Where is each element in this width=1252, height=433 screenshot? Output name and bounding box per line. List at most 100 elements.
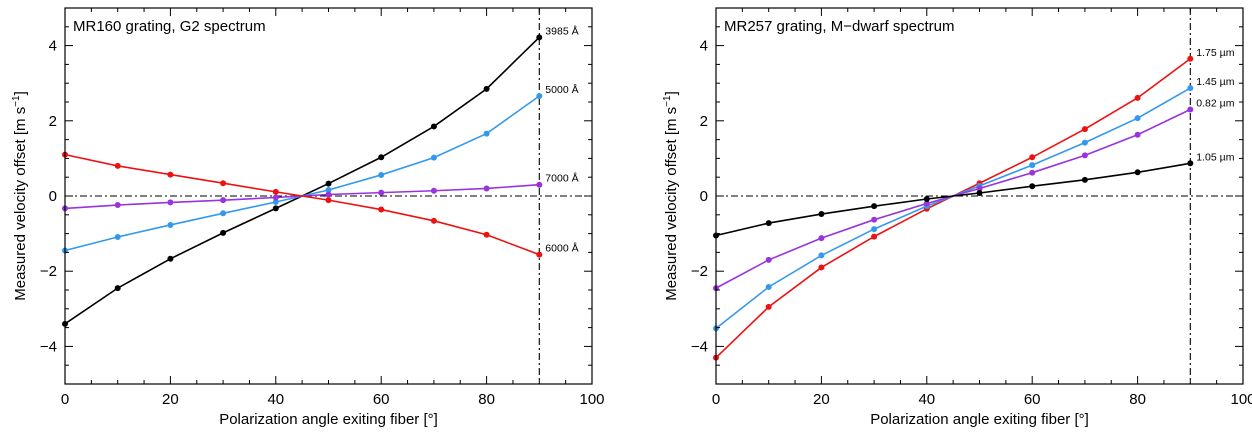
y-tick-label: −2 <box>691 263 708 280</box>
data-point-s2-2 <box>167 199 174 206</box>
x-tick-label: 100 <box>579 391 604 408</box>
series-label-2: 7000 Å <box>545 172 578 185</box>
x-tick-label: 0 <box>712 391 720 408</box>
data-point-s2-6 <box>378 189 385 196</box>
data-point-s0-3 <box>220 229 227 236</box>
data-point-s1-8 <box>483 130 490 137</box>
data-point-s3-7 <box>430 217 437 224</box>
data-point-s1-4 <box>272 199 279 206</box>
x-tick-label: 20 <box>162 391 179 408</box>
data-point-s3-5 <box>325 197 332 204</box>
data-point-s1-9 <box>1187 85 1194 92</box>
x-tick-label: 40 <box>267 391 284 408</box>
data-point-s2-5 <box>976 185 983 192</box>
data-point-s3-1 <box>114 162 121 169</box>
data-point-s2-4 <box>923 200 930 207</box>
data-point-s2-7 <box>430 187 437 194</box>
data-point-s1-1 <box>114 233 121 240</box>
series-label-0: 3985 Å <box>545 24 578 37</box>
data-point-s3-8 <box>483 231 490 238</box>
panel-title: MR160 grating, G2 spectrum <box>73 18 266 35</box>
data-point-s1-8 <box>1134 115 1141 122</box>
panel-title: MR257 grating, M−dwarf spectrum <box>724 18 955 35</box>
series-line-3 <box>715 162 1191 237</box>
y-tick-label: −2 <box>40 263 57 280</box>
data-point-s1-1 <box>765 283 772 290</box>
data-point-s2-8 <box>483 185 490 192</box>
data-point-s2-2 <box>818 235 825 242</box>
data-point-s3-2 <box>167 171 174 178</box>
data-point-s3-3 <box>871 203 878 210</box>
data-point-s0-9 <box>1187 55 1194 62</box>
y-tick-label: 2 <box>49 113 57 130</box>
x-tick-label: 60 <box>1024 391 1041 408</box>
x-tick-label: 100 <box>1230 391 1252 408</box>
data-point-s3-9 <box>1187 160 1194 167</box>
data-point-s1-9 <box>536 92 543 99</box>
data-point-s0-1 <box>765 303 772 310</box>
data-point-s0-9 <box>536 34 543 41</box>
y-tick-label: 0 <box>700 188 708 205</box>
data-point-s0-3 <box>871 233 878 240</box>
data-point-s3-9 <box>536 251 543 258</box>
data-point-s3-8 <box>1134 169 1141 176</box>
data-point-s0-6 <box>1029 154 1036 161</box>
series-label-2: 0.82 µm <box>1196 98 1234 110</box>
data-point-s2-5 <box>325 191 332 198</box>
data-point-s2-3 <box>220 197 227 204</box>
data-point-s2-7 <box>1081 152 1088 159</box>
data-point-s3-6 <box>378 206 385 213</box>
y-tick-label: 4 <box>49 38 57 55</box>
y-tick-label: 0 <box>49 188 57 205</box>
data-point-s3-5 <box>976 189 983 196</box>
data-point-s0-8 <box>1134 94 1141 101</box>
y-tick-label: −4 <box>40 338 57 355</box>
x-tick-label: 20 <box>813 391 830 408</box>
data-point-s0-2 <box>167 255 174 262</box>
data-point-s1-7 <box>430 154 437 161</box>
data-point-s2-6 <box>1029 169 1036 176</box>
data-point-s1-5 <box>325 186 332 193</box>
data-point-s3-2 <box>818 211 825 218</box>
x-tick-label: 0 <box>61 391 69 408</box>
series-label-1: 5000 Å <box>545 83 578 96</box>
data-point-s1-3 <box>220 210 227 217</box>
data-point-s2-4 <box>272 194 279 201</box>
data-point-s1-2 <box>818 252 825 259</box>
x-tick-label: 40 <box>918 391 935 408</box>
data-point-s2-9 <box>1187 106 1194 113</box>
data-point-s0-1 <box>114 285 121 292</box>
data-point-s0-7 <box>430 123 437 130</box>
data-point-s3-4 <box>272 188 279 195</box>
x-tick-label: 80 <box>1129 391 1146 408</box>
right-panel: 1.75 µm1.45 µm0.82 µm1.05 µm0 20 40 60 80 100… <box>662 7 1252 428</box>
data-point-s1-2 <box>167 221 174 228</box>
data-point-s3-4 <box>923 196 930 203</box>
data-point-s3-6 <box>1029 183 1036 190</box>
data-point-s3-1 <box>765 220 772 227</box>
x-tick-label: 60 <box>373 391 390 408</box>
x-axis-title: Polarization angle exiting fiber [°] <box>219 411 438 428</box>
y-axis-title: Measured velocity offset [m s−1] <box>11 91 29 301</box>
data-point-s3-7 <box>1081 176 1088 183</box>
data-point-s0-7 <box>1081 126 1088 133</box>
data-point-s2-1 <box>114 202 121 209</box>
x-axis-title: Polarization angle exiting fiber [°] <box>870 411 1089 428</box>
y-axis-title: Measured velocity offset [m s−1] <box>662 91 680 301</box>
data-point-s3-3 <box>220 180 227 187</box>
data-point-s0-5 <box>325 180 332 187</box>
series-label-1: 1.45 µm <box>1196 76 1234 88</box>
series-label-3: 1.05 µm <box>1196 151 1234 163</box>
data-point-s1-7 <box>1081 139 1088 146</box>
data-point-s2-3 <box>871 216 878 223</box>
y-tick-label: 4 <box>700 38 708 55</box>
data-point-s2-1 <box>765 256 772 263</box>
data-point-s1-3 <box>871 226 878 233</box>
y-tick-label: 2 <box>700 113 708 130</box>
data-point-s1-6 <box>378 171 385 178</box>
data-point-s2-9 <box>536 181 543 188</box>
data-point-s0-8 <box>483 85 490 92</box>
